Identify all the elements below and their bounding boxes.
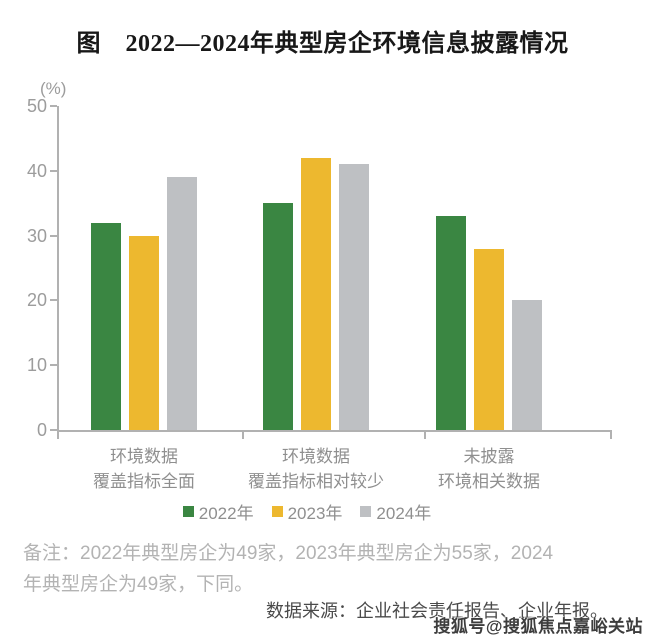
legend-label: 2024年 xyxy=(376,504,432,523)
category-label-line: 覆盖指标相对较少 xyxy=(248,472,384,491)
legend-item: 2024年 xyxy=(360,499,431,524)
bar-2024年 xyxy=(339,164,369,430)
category-label-line: 环境数据 xyxy=(110,447,178,466)
y-tick-label: 50 xyxy=(26,96,47,116)
remark-line-2: 年典型房企为49家，下同。 xyxy=(23,574,254,595)
remark-text: 备注：2022年典型房企为49家，2023年典型房企为55家，2024 年典型房… xyxy=(23,538,629,600)
y-tick-label: 40 xyxy=(26,160,47,181)
category-label: 环境数据覆盖指标全面 xyxy=(54,444,234,494)
source-text: 数据来源：企业社会责任报告、企业年报。 xyxy=(266,601,608,621)
y-tick-label: 10 xyxy=(26,355,47,376)
y-tick-label: 0 xyxy=(36,420,47,440)
y-tick xyxy=(50,364,57,367)
x-axis-tick xyxy=(610,430,612,439)
y-tick xyxy=(50,299,57,302)
category-label-line: 环境相关数据 xyxy=(438,472,540,491)
legend-label: 2023年 xyxy=(287,504,343,523)
category-label-line: 环境数据 xyxy=(282,447,350,466)
bar-group xyxy=(436,106,542,430)
category-label-line: 未披露 xyxy=(463,447,515,466)
bar-2024年 xyxy=(167,177,197,430)
legend-item: 2022年 xyxy=(182,499,254,524)
y-tick-label: 20 xyxy=(26,290,47,311)
legend: 2022年 2023年 2024年 xyxy=(0,499,614,524)
legend-label: 2022年 xyxy=(198,504,254,523)
legend-swatch xyxy=(182,506,194,517)
legend-swatch xyxy=(271,506,283,517)
x-axis-tick xyxy=(424,430,426,439)
y-axis-tail xyxy=(57,430,59,439)
chart-title: 图 2022—2024年典型房企环境信息披露情况 xyxy=(76,31,569,57)
bar-group xyxy=(91,106,197,430)
bar-2022年 xyxy=(436,216,466,430)
bar-2022年 xyxy=(91,222,121,430)
category-label: 未披露 环境相关数据 xyxy=(399,444,579,494)
bar-2023年 xyxy=(129,235,159,430)
y-tick xyxy=(50,169,57,172)
y-tick-label: 30 xyxy=(26,225,47,246)
bar-2024年 xyxy=(512,300,542,430)
y-tick xyxy=(50,429,57,431)
remark-line-1: 备注：2022年典型房企为49家，2023年典型房企为55家，2024 xyxy=(23,543,554,564)
bar-2022年 xyxy=(263,203,293,430)
category-label-line: 覆盖指标全面 xyxy=(93,472,195,491)
category-label: 环境数据覆盖指标相对较少 xyxy=(226,444,406,494)
y-tick xyxy=(50,234,57,237)
y-axis-unit-label: (%) xyxy=(40,79,67,98)
bar-2023年 xyxy=(474,248,504,430)
legend-item: 2023年 xyxy=(271,499,343,524)
bar-group xyxy=(263,106,369,430)
x-axis-tick xyxy=(242,430,244,439)
bar-plot: 0 10 20 30 40 50 环境数据 覆盖指标全面 环境数据 覆盖指标相对较少 未披露 环境相关… xyxy=(27,97,612,491)
bar-2023年 xyxy=(301,157,331,430)
legend-swatch xyxy=(360,506,372,517)
watermark-text: 搜狐号@搜狐焦点嘉峪关站 xyxy=(433,617,643,636)
y-tick xyxy=(50,105,57,107)
